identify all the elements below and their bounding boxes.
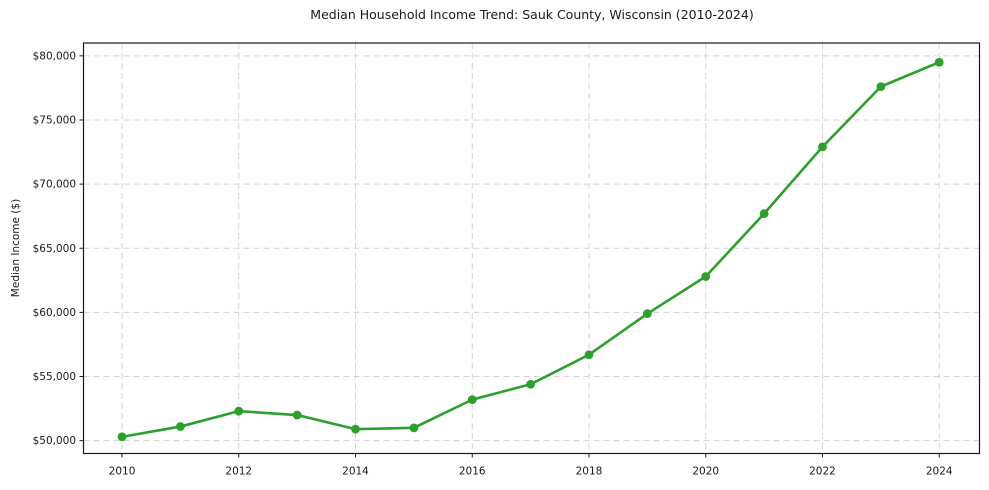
- data-point-2013: [292, 410, 302, 420]
- x-tick-label: 2022: [809, 466, 836, 478]
- x-tick-label: 2010: [109, 466, 136, 478]
- y-tick-label: $55,000: [33, 371, 76, 383]
- data-point-2011: [175, 422, 185, 431]
- x-tick-label: 2024: [926, 466, 953, 478]
- data-point-2024: [934, 57, 944, 67]
- y-tick-label: $70,000: [33, 179, 76, 191]
- x-tick-label: 2018: [576, 466, 603, 478]
- data-point-2016: [467, 395, 477, 405]
- chart-title: Median Household Income Trend: Sauk Coun…: [310, 7, 754, 22]
- data-point-2015: [409, 423, 419, 433]
- data-point-2020: [701, 272, 711, 281]
- data-point-2012: [234, 406, 244, 416]
- y-tick-label: $75,000: [33, 114, 76, 126]
- plot-border: [82, 42, 981, 455]
- y-tick-label: $80,000: [33, 50, 76, 62]
- x-tick-label: 2014: [342, 466, 369, 478]
- y-tick-label: $50,000: [33, 435, 76, 447]
- data-point-2023: [876, 82, 886, 92]
- y-axis-label: Median Income ($): [10, 198, 22, 298]
- data-point-2018: [584, 350, 594, 360]
- data-point-2014: [351, 424, 360, 434]
- x-tick-label: 2020: [692, 466, 719, 478]
- y-tick-label: $65,000: [33, 243, 76, 255]
- data-point-2019: [642, 309, 652, 319]
- y-tick-label: $60,000: [33, 307, 76, 319]
- data-point-2010: [117, 432, 127, 442]
- data-point-2022: [818, 142, 827, 152]
- x-tick-label: 2012: [225, 466, 252, 478]
- data-point-2021: [759, 209, 769, 219]
- data-point-2017: [526, 379, 536, 389]
- x-tick-label: 2016: [459, 466, 486, 478]
